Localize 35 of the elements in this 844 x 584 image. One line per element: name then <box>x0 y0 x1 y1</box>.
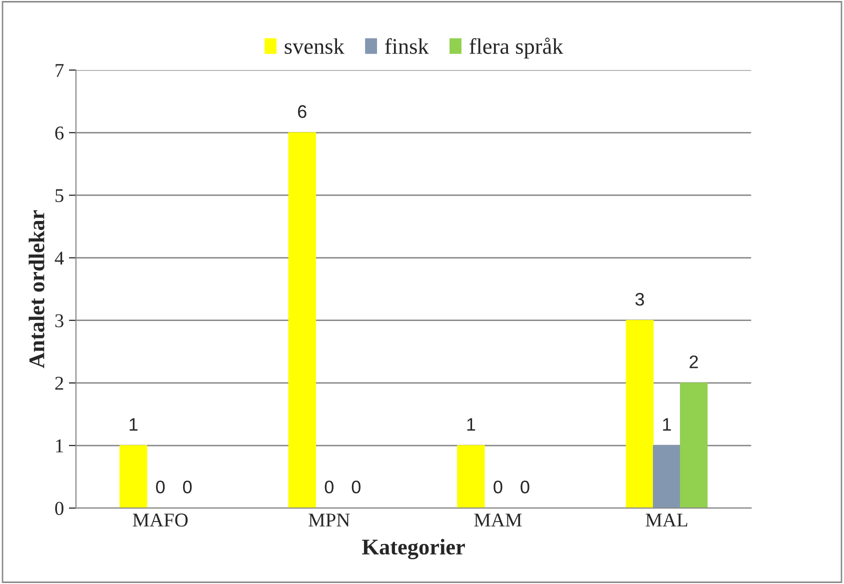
data-label: 1 <box>663 418 671 431</box>
data-label: 1 <box>130 418 138 431</box>
data-label: 0 <box>183 480 192 494</box>
bar <box>652 445 681 508</box>
y-tick-label: 7 <box>56 64 64 77</box>
x-tick-label: MAM <box>474 514 522 526</box>
bar <box>120 445 148 508</box>
bar <box>626 320 654 508</box>
x-tick-label: MPN <box>308 514 350 526</box>
data-label: 0 <box>324 480 334 494</box>
legend-label: flera språk <box>470 38 564 58</box>
y-tick-label: 1 <box>56 439 63 452</box>
y-tick-label: 4 <box>54 252 64 265</box>
data-label: 0 <box>520 480 530 494</box>
x-axis-title: Kategorier <box>362 538 465 560</box>
data-label: 6 <box>298 105 306 118</box>
data-label: 3 <box>635 292 644 306</box>
y-axis-title: Antalet ordlekar <box>28 210 44 368</box>
y-tick-label: 3 <box>55 314 64 328</box>
x-tick-label: MAFO <box>132 514 188 527</box>
y-tick-label: 6 <box>55 126 64 140</box>
y-tick-label: 0 <box>55 502 64 516</box>
legend-label: finsk <box>385 38 429 54</box>
bar <box>680 382 708 508</box>
x-tick-label: MAL <box>646 514 688 526</box>
data-label: 0 <box>352 480 360 494</box>
y-tick-label: 5 <box>56 189 64 202</box>
legend-label: svensk <box>284 38 344 54</box>
bar <box>288 132 316 508</box>
bar <box>457 445 485 508</box>
data-label: 0 <box>494 480 502 494</box>
data-label: 0 <box>156 480 165 494</box>
data-label: 1 <box>467 418 476 431</box>
data-label: 2 <box>690 355 698 368</box>
y-tick-label: 2 <box>55 376 64 390</box>
